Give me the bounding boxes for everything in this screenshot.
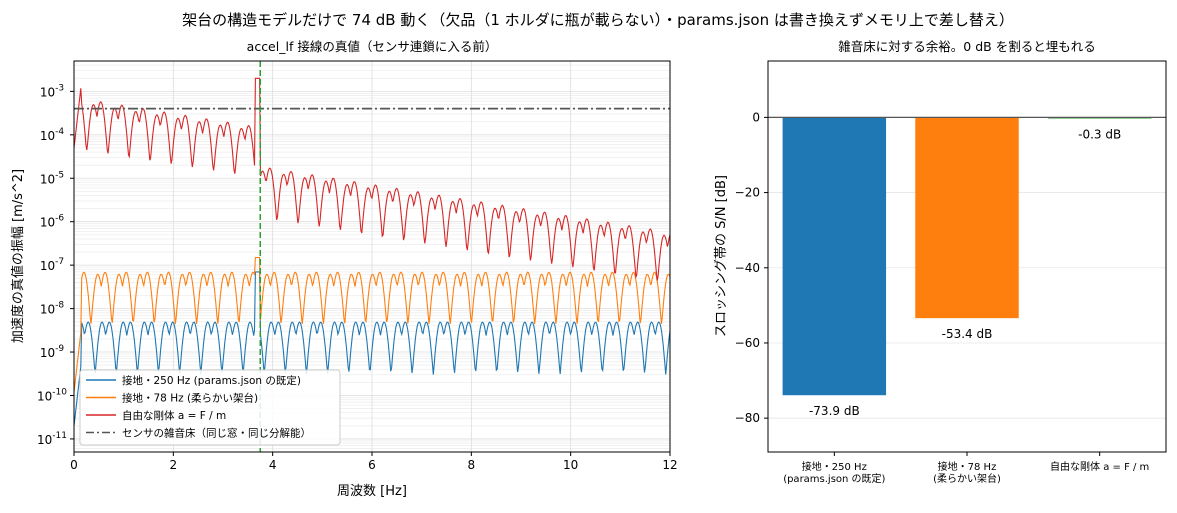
legend-box [79,369,341,446]
left-series-line [73,271,671,426]
right-chart-title: 雑音床に対する余裕。0 dB を割ると埋もれる [838,39,1095,54]
right-x-tick-label: (柔らかい架台) [933,472,1001,485]
left-y-label: 加速度の真値の振幅 [m/s^2] [10,169,26,343]
left-x-ticks: 0 2 4 6 8 10 12 [70,452,678,472]
legend-label: 接地・250 Hz (params.json の既定) [122,374,301,387]
left-x-tick-label: 8 [468,458,476,472]
right-y-tick-label: −40 [735,261,760,275]
left-series-line [73,256,671,393]
bar [915,117,1019,319]
right-x-tick-label: 接地・78 Hz [938,460,997,473]
left-series-line [73,77,671,281]
left-x-tick-label: 6 [368,458,376,472]
left-y-tick-label: 10-5 [40,170,64,186]
right-y-tick-label: 0 [752,110,760,124]
bar-value-label: -0.3 dB [1078,128,1121,142]
left-series [73,77,671,426]
right-bars: -73.9 dB -53.4 dB -0.3 dB [782,117,1152,418]
bar [782,117,887,396]
bar-value-label: -73.9 dB [809,404,860,418]
right-x-tick-label: 接地・250 Hz [802,460,867,473]
left-y-tick-label: 10-6 [40,214,65,230]
left-x-tick-label: 0 [70,458,78,472]
right-y-tick-label: −60 [735,336,760,350]
left-x-tick-label: 10 [563,458,578,472]
bar-value-label: -53.4 dB [942,327,993,341]
left-chart-title: accel_lf 接線の真値（センサ連鎖に入る前） [247,39,498,54]
legend-label: センサの雑音床（同じ窓・同じ分解能） [122,427,311,440]
right-y-tick-label: −20 [735,186,760,200]
right-y-ticks: 0 −20 −40 −60 −80 [735,110,768,425]
left-x-tick-label: 2 [170,458,178,472]
left-x-label: 周波数 [Hz] [337,484,407,499]
right-x-tick-label: 自由な剛体 a = F / m [1050,460,1149,473]
left-y-tick-label: 10-3 [40,83,64,99]
left-chart: accel_lf 接線の真値（センサ連鎖に入る前） 0 2 4 6 8 10 12 10-1… [10,39,678,499]
right-chart: 雑音床に対する余裕。0 dB を割ると埋もれる -73.9 dB -53.4 dB… [714,39,1167,485]
left-x-tick-label: 12 [662,458,677,472]
legend-label: 自由な剛体 a = F / m [122,409,226,422]
left-x-tick-label: 4 [269,458,277,472]
right-y-label: スロッシング帯の S/N [dB] [714,175,729,337]
right-x-tick-label: (params.json の既定) [783,472,885,485]
left-y-tick-label: 10-11 [37,431,67,447]
legend-label: 接地・78 Hz (柔らかい架台) [122,392,258,405]
left-y-tick-label: 10-9 [40,344,65,360]
left-y-tick-label: 10-10 [37,387,67,403]
left-y-tick-label: 10-7 [40,257,64,273]
left-y-ticks: 10-11 10-10 10-9 10-8 10-7 10-6 10-5 10-4 10-3 [37,83,74,447]
right-x-ticks: 接地・250 Hz(params.json の既定) 接地・78 Hz(柔らかい架… [783,452,1149,485]
left-y-tick-label: 10-4 [40,127,65,143]
right-y-tick-label: −80 [735,411,760,425]
legend-items: 接地・250 Hz (params.json の既定) 接地・78 Hz (柔らか… [86,374,311,440]
figure-title: 架台の構造モデルだけで 74 dB 動く（欠品（1 ホルダに瓶が載らない）・pa… [182,11,1014,29]
left-legend: 接地・250 Hz (params.json の既定) 接地・78 Hz (柔らか… [79,369,341,446]
left-y-tick-label: 10-8 [40,301,65,317]
